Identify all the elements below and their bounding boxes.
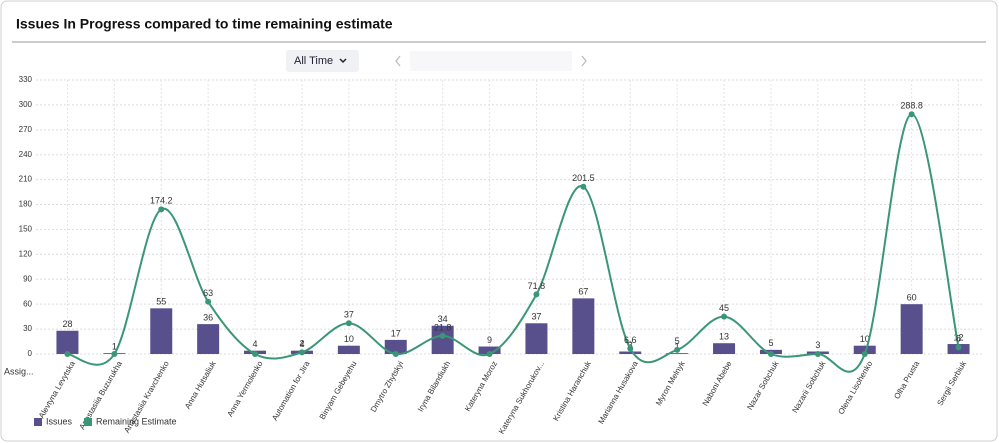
- bar-value-label: 67: [578, 287, 588, 297]
- filter-dropdown[interactable]: [286, 50, 359, 72]
- bar: [384, 339, 407, 354]
- line-value-label: 5: [675, 336, 680, 346]
- y-tick-label: 210: [19, 175, 33, 184]
- range-bar: [410, 51, 572, 71]
- line-value-label: 45: [719, 303, 729, 313]
- bar-value-label: 1: [112, 342, 117, 352]
- bar: [713, 343, 736, 354]
- bar-value-label: 3: [815, 340, 820, 350]
- x-axis-label: Assig...: [4, 366, 34, 376]
- line-point: [205, 298, 212, 305]
- line-value-label: 201.5: [572, 173, 595, 183]
- line-point: [439, 332, 446, 339]
- prev-arrow[interactable]: [395, 55, 401, 67]
- bar-value-label: 28: [62, 319, 72, 329]
- bar: [478, 346, 501, 354]
- line-value-label: 6.6: [624, 335, 637, 345]
- bar-value-label: 1: [675, 342, 680, 352]
- bar-value-label: 4: [253, 339, 258, 349]
- bar: [666, 353, 689, 354]
- bar: [619, 351, 642, 354]
- bar: [431, 325, 454, 354]
- line-point: [767, 351, 774, 357]
- line-point: [955, 344, 962, 351]
- legend-swatch: [34, 418, 42, 426]
- next-arrow[interactable]: [581, 55, 587, 67]
- line-value-label: 21.8: [434, 322, 452, 332]
- bar-value-label: 36: [203, 312, 213, 322]
- line-point: [861, 351, 868, 357]
- line-point: [345, 320, 352, 327]
- bar-value-label: 10: [860, 334, 870, 344]
- line-value-label: 288.8: [900, 101, 923, 111]
- y-tick-label: 60: [23, 299, 32, 308]
- line-point: [533, 291, 540, 298]
- legend-label: Remaining Estimate: [96, 416, 177, 426]
- line-point: [674, 346, 681, 353]
- bar-value-label: 3: [628, 340, 633, 350]
- y-tick-label: 300: [19, 100, 33, 109]
- bar: [900, 304, 923, 354]
- y-tick-label: 90: [23, 274, 32, 283]
- legend-swatch: [84, 418, 93, 426]
- line-value-label: 71.8: [528, 281, 546, 291]
- bar-value-label: 34: [438, 314, 448, 324]
- line-point: [721, 313, 728, 320]
- line-point: [111, 351, 118, 357]
- line-point: [158, 206, 165, 213]
- y-tick-label: 330: [19, 75, 33, 84]
- line-point: [580, 183, 587, 190]
- y-tick-label: 30: [23, 324, 32, 333]
- y-tick-label: 120: [19, 249, 33, 258]
- chart-title: Issues In Progress compared to time rema…: [16, 16, 393, 32]
- y-tick-label: 0: [28, 349, 33, 358]
- legend-label: Issues: [46, 416, 73, 426]
- bar-value-label: 17: [391, 328, 401, 338]
- line-point: [252, 351, 259, 357]
- bar-value-label: 55: [156, 297, 166, 307]
- bar: [337, 345, 360, 354]
- line-point: [64, 351, 71, 357]
- line-point: [814, 351, 821, 357]
- y-tick-label: 180: [19, 200, 33, 209]
- bar: [56, 330, 79, 354]
- bar: [525, 323, 548, 354]
- bar-value-label: 10: [344, 334, 354, 344]
- bar: [150, 308, 173, 354]
- bar-value-label: 9: [487, 335, 492, 345]
- line-value-label: 174.2: [150, 196, 173, 206]
- bar-value-label: 4: [299, 339, 304, 349]
- bar: [572, 298, 595, 354]
- line-value-label: 8: [956, 334, 961, 344]
- y-tick-label: 240: [19, 150, 33, 159]
- line-point: [392, 351, 399, 357]
- filter-label: All Time: [294, 55, 333, 67]
- y-tick-label: 150: [19, 225, 33, 234]
- y-tick-label: 270: [19, 125, 33, 134]
- bar-value-label: 60: [907, 293, 917, 303]
- line-value-label: 63: [203, 288, 213, 298]
- bar: [197, 324, 220, 354]
- bar-value-label: 13: [719, 332, 729, 342]
- bar-value-label: 5: [768, 338, 773, 348]
- dropdown-caret: [339, 58, 347, 64]
- bar-value-label: 12: [954, 332, 964, 342]
- line-point: [908, 111, 915, 118]
- line-point: [627, 345, 634, 352]
- line-value-label: 37: [344, 310, 354, 320]
- line-point: [486, 351, 493, 357]
- line-point: [298, 349, 305, 356]
- bar-value-label: 37: [531, 312, 541, 322]
- bar: [853, 345, 876, 354]
- line-value-label: 2: [299, 339, 304, 349]
